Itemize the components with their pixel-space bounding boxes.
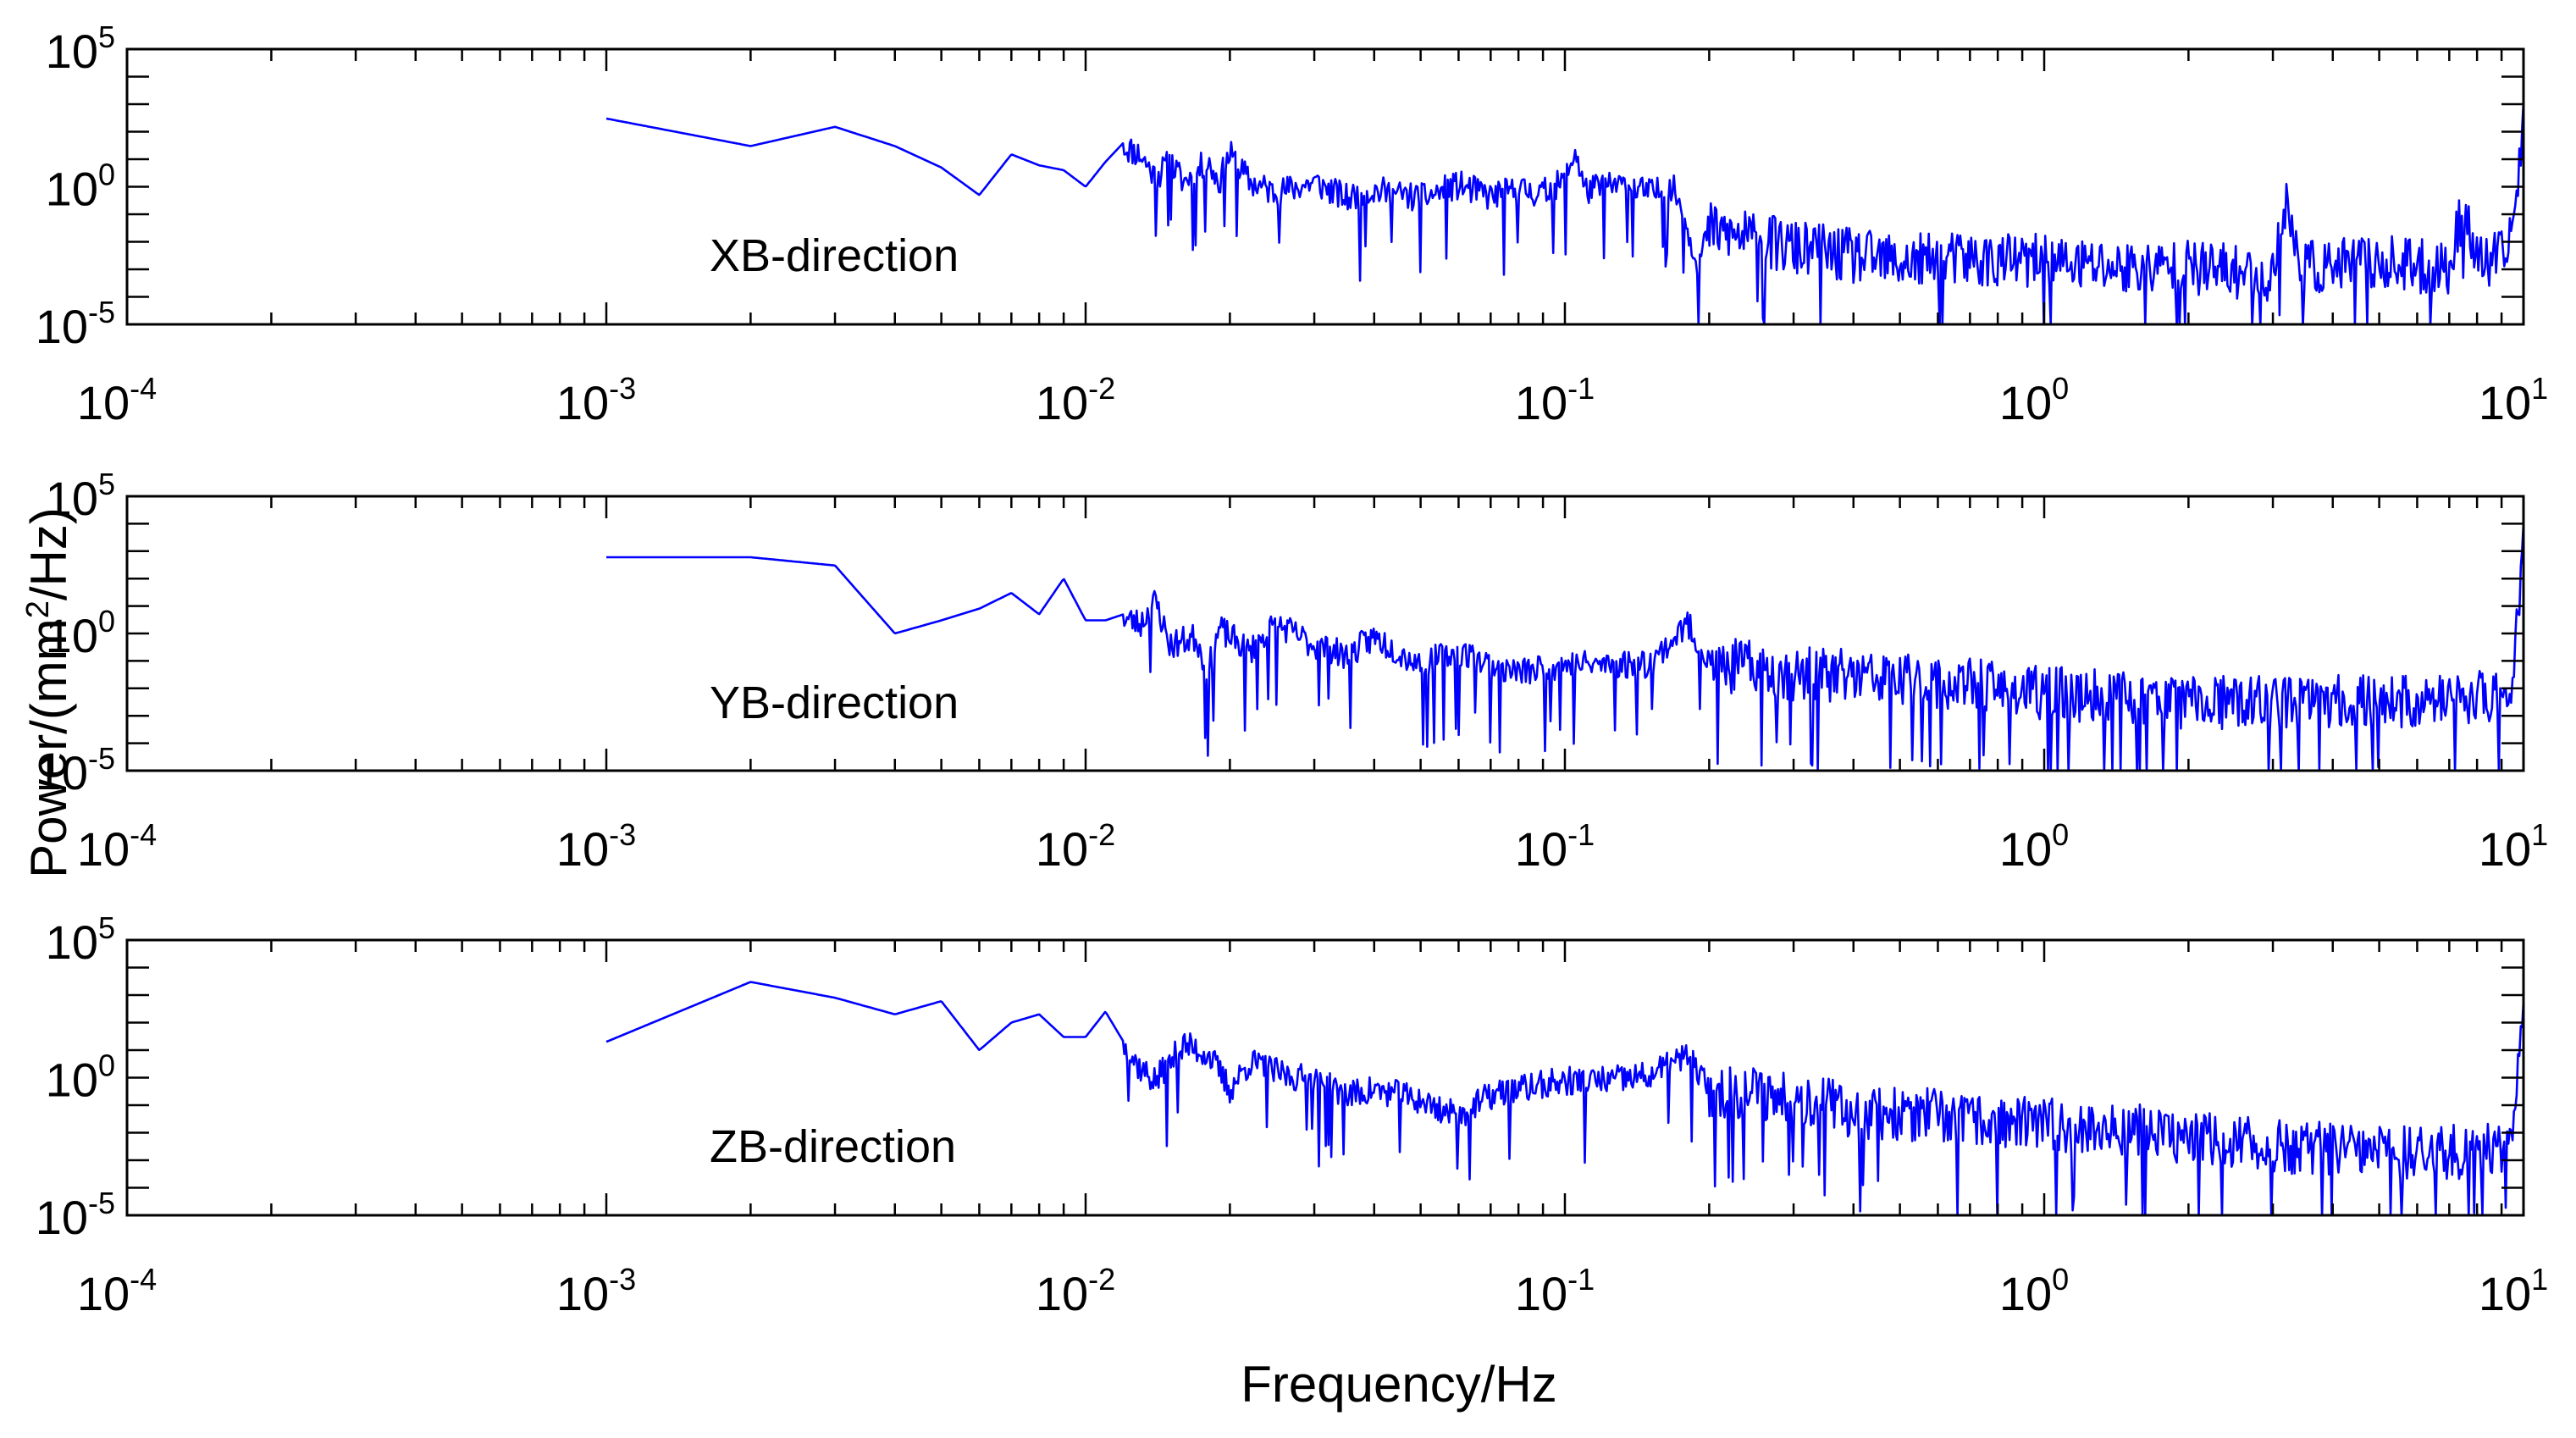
x-tick-label: 10-1 [1515, 1262, 1595, 1320]
x-tick-label: 100 [1999, 817, 2069, 876]
x-tick-exponent: 1 [2531, 817, 2548, 852]
x-tick-base: 10 [1999, 1267, 2052, 1320]
x-tick-base: 10 [77, 376, 130, 429]
x-tick-exponent: -2 [1088, 817, 1115, 852]
panels: 10-4 10-3 10-2 10-1 100 10110-5100105XB-direc… [36, 19, 2548, 1320]
y-tick-exponent: 0 [98, 158, 115, 192]
y-tick-label: 105 [46, 19, 115, 78]
x-tick-exponent: -1 [1567, 371, 1595, 406]
x-tick-exponent: -4 [130, 371, 157, 406]
y-tick-exponent: 0 [98, 604, 115, 639]
y-tick-base: 10 [46, 25, 98, 78]
x-tick-label: 10-1 [1515, 817, 1595, 876]
x-tick-label: 10-3 [556, 817, 636, 876]
x-tick-base: 10 [1999, 822, 2052, 876]
x-tick-exponent: 0 [2052, 1262, 2069, 1297]
x-tick-label: 101 [2479, 1262, 2548, 1320]
x-tick-base: 10 [1036, 1267, 1088, 1320]
x-tick-exponent: -3 [609, 817, 636, 852]
x-tick-label: 100 [1999, 1262, 2069, 1320]
y-tick-exponent: 0 [98, 1048, 115, 1083]
x-tick-label: 10-3 [556, 1262, 636, 1320]
x-tick-label: 10-2 [1036, 1262, 1115, 1320]
x-tick-base: 10 [1515, 376, 1567, 429]
x-tick-exponent: -4 [130, 817, 157, 852]
x-tick-label: 10-4 [77, 817, 157, 876]
x-tick-exponent: 1 [2531, 371, 2548, 406]
x-tick-exponent: -4 [130, 1262, 157, 1297]
y-tick-exponent: 5 [98, 910, 115, 945]
panel-2: 10-4 10-3 10-2 10-1 100 10110-5100105YB-direc… [36, 467, 2548, 876]
y-tick-label: 100 [46, 1048, 115, 1107]
y-tick-exponent: -5 [88, 295, 115, 329]
y-tick-label: 10-5 [36, 1186, 115, 1244]
panel-label: YB-direction [710, 678, 959, 728]
y-tick-exponent: 5 [98, 467, 115, 501]
y-tick-base: 10 [46, 1054, 98, 1107]
y-tick-label: 10-5 [36, 295, 115, 353]
x-tick-base: 10 [1515, 822, 1567, 876]
y-tick-base: 10 [36, 746, 88, 799]
x-tick-label: 10-2 [1036, 817, 1115, 876]
x-tick-exponent: 1 [2531, 1262, 2548, 1297]
y-axis-title-tail: /Hz) [20, 507, 77, 600]
x-tick-label: 10-4 [77, 1262, 157, 1320]
x-tick-base: 10 [2479, 1267, 2531, 1320]
y-tick-label: 105 [46, 910, 115, 969]
y-tick-label: 10-5 [36, 741, 115, 799]
panel-label: XB-direction [710, 230, 959, 281]
x-tick-label: 10-4 [77, 371, 157, 429]
y-axis-title: Power/(mm2/Hz) [20, 507, 77, 878]
y-tick-exponent: -5 [88, 1186, 115, 1220]
x-tick-exponent: -3 [609, 371, 636, 406]
x-tick-label: 101 [2479, 817, 2548, 876]
x-tick-label: 10-2 [1036, 371, 1115, 429]
x-tick-base: 10 [1515, 1267, 1567, 1320]
x-tick-exponent: -1 [1567, 817, 1595, 852]
y-tick-label: 100 [46, 604, 115, 662]
panel-label: ZB-direction [710, 1121, 956, 1172]
x-tick-label: 10-3 [556, 371, 636, 429]
y-tick-base: 10 [36, 300, 88, 353]
y-tick-base: 10 [36, 1191, 88, 1244]
x-tick-exponent: 0 [2052, 371, 2069, 406]
x-tick-base: 10 [2479, 376, 2531, 429]
x-tick-exponent: -3 [609, 1262, 636, 1297]
y-tick-exponent: -5 [88, 741, 115, 776]
panel-3: 10-4 10-3 10-2 10-1 100 10110-5100105ZB-direc… [36, 910, 2548, 1320]
x-tick-label: 100 [1999, 371, 2069, 429]
y-axis-title-main: Power/(mm [20, 618, 77, 878]
x-tick-base: 10 [1999, 376, 2052, 429]
series-line-yb-direction [606, 523, 2523, 771]
series-line-xb-direction [605, 102, 2523, 324]
y-tick-base: 10 [46, 472, 98, 525]
y-tick-label: 100 [46, 158, 115, 216]
x-tick-base: 10 [556, 1267, 609, 1320]
x-tick-base: 10 [1036, 376, 1088, 429]
x-tick-base: 10 [556, 376, 609, 429]
x-tick-base: 10 [1036, 822, 1088, 876]
y-tick-label: 105 [46, 467, 115, 525]
series-line-zb-direction [605, 981, 2523, 1215]
x-tick-base: 10 [77, 1267, 130, 1320]
panel-1: 10-4 10-3 10-2 10-1 100 10110-5100105XB-direc… [36, 19, 2548, 429]
x-tick-label: 10-1 [1515, 371, 1595, 429]
x-tick-label: 101 [2479, 371, 2548, 429]
y-tick-base: 10 [46, 609, 98, 662]
x-tick-exponent: -2 [1088, 1262, 1115, 1297]
y-axis-title-superscript: 2 [20, 600, 56, 618]
x-tick-base: 10 [77, 822, 130, 876]
y-tick-base: 10 [46, 915, 98, 969]
x-tick-exponent: 0 [2052, 817, 2069, 852]
y-tick-base: 10 [46, 163, 98, 216]
x-tick-base: 10 [2479, 822, 2531, 876]
x-axis-title: Frequency/Hz [1241, 1356, 1556, 1413]
x-tick-exponent: -2 [1088, 371, 1115, 406]
x-tick-exponent: -1 [1567, 1262, 1595, 1297]
y-tick-exponent: 5 [98, 19, 115, 54]
x-tick-base: 10 [556, 822, 609, 876]
